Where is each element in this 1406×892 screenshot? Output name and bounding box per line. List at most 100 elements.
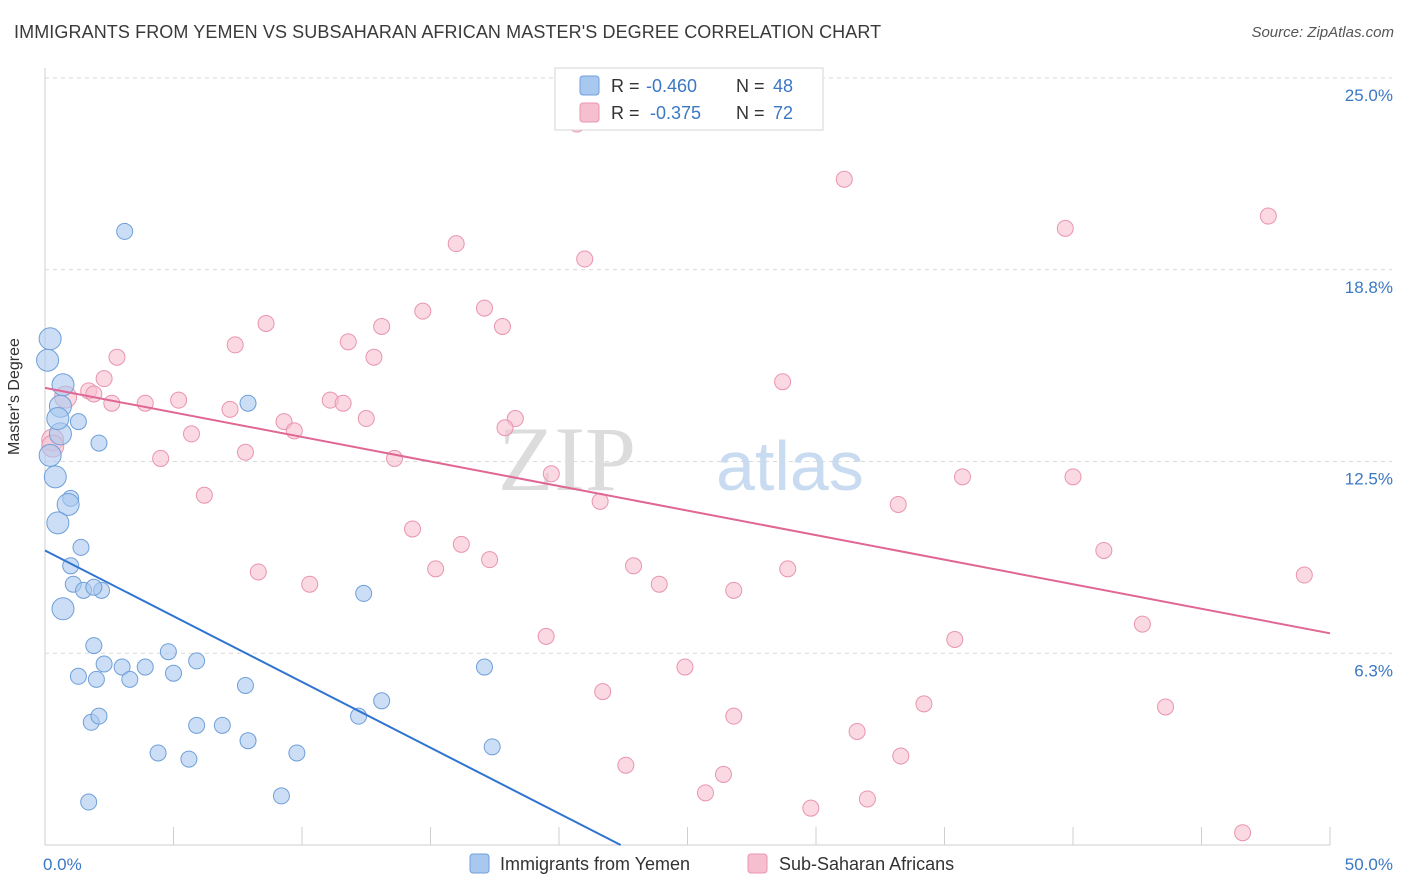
sub-saharan-point: [1064, 468, 1082, 486]
sub-saharan-point: [650, 575, 668, 593]
sub-saharan-point: [357, 410, 375, 428]
series-sub-saharan-africans: [41, 109, 1313, 842]
yemen-point: [46, 407, 70, 431]
sub-saharan-point: [236, 443, 254, 461]
sub-saharan-point: [301, 575, 319, 593]
sub-saharan-point: [696, 784, 714, 802]
sub-saharan-point: [152, 449, 170, 467]
legend-r-label: R =: [611, 76, 640, 96]
legend-swatch-pink: [579, 102, 600, 123]
legend-series2-label: Sub-Saharan Africans: [779, 854, 954, 874]
sub-saharan-point: [779, 560, 797, 578]
yemen-point: [43, 465, 67, 489]
yemen-point: [149, 744, 167, 762]
sub-saharan-point: [404, 520, 422, 538]
sub-saharan-point: [226, 336, 244, 354]
yemen-point: [239, 394, 257, 412]
watermark-atlas: atlas: [716, 427, 864, 505]
sub-saharan-point: [802, 799, 820, 817]
yemen-point: [180, 750, 198, 768]
legend-n-value: 72: [773, 103, 793, 123]
sub-saharan-point: [427, 560, 445, 578]
sub-saharan-point: [676, 658, 694, 676]
sub-saharan-point: [946, 630, 964, 648]
yemen-trend-line: [44, 549, 622, 846]
legend-r-label: R =: [611, 103, 640, 123]
sub-saharan-point: [1259, 207, 1277, 225]
sub-saharan-trend-line: [44, 386, 1331, 635]
yemen-point: [239, 732, 257, 750]
yemen-point: [72, 538, 90, 556]
yemen-point: [475, 658, 493, 676]
grid-lines: [45, 77, 1392, 654]
sub-saharan-point: [725, 581, 743, 599]
yemen-point: [113, 658, 131, 676]
yemen-point: [90, 434, 108, 452]
sub-saharan-point: [447, 235, 465, 253]
sub-saharan-point: [249, 563, 267, 581]
yemen-point: [136, 658, 154, 676]
sub-saharan-point: [1056, 219, 1074, 237]
yemen-point: [85, 578, 103, 596]
legend-series1-label: Immigrants from Yemen: [500, 854, 690, 874]
yemen-point: [483, 738, 501, 756]
yemen-point: [188, 652, 206, 670]
trend-lines: [44, 386, 1331, 846]
sub-saharan-point: [373, 318, 391, 336]
chart-title: IMMIGRANTS FROM YEMEN VS SUBSAHARAN AFRI…: [14, 22, 882, 42]
watermark: ZIP: [498, 408, 636, 510]
yemen-point: [355, 584, 373, 602]
sub-saharan-point: [892, 747, 910, 765]
y-tick-label: 25.0%: [1345, 86, 1393, 105]
yemen-point: [51, 597, 75, 621]
yemen-point: [159, 643, 177, 661]
yemen-point: [85, 637, 103, 655]
sub-saharan-point: [725, 707, 743, 725]
sub-saharan-point: [365, 348, 383, 366]
sub-saharan-point: [625, 557, 643, 575]
sub-saharan-point: [103, 394, 121, 412]
yemen-point: [236, 676, 254, 694]
sub-saharan-point: [1234, 824, 1252, 842]
sub-saharan-point: [493, 318, 511, 336]
y-tick-label: 6.3%: [1354, 661, 1393, 680]
series-legend: Immigrants from Yemen Sub-Saharan Africa…: [469, 853, 954, 874]
y-tick-labels: 6.3% 12.5% 18.8% 25.0%: [1345, 86, 1393, 680]
yemen-point: [188, 716, 206, 734]
sub-saharan-point: [594, 683, 612, 701]
y-tick-label: 12.5%: [1345, 470, 1393, 489]
series-immigrants-from-yemen: [36, 222, 501, 811]
axes: [44, 68, 1331, 846]
sub-saharan-point: [915, 695, 933, 713]
yemen-point: [121, 670, 139, 688]
yemen-point: [46, 511, 70, 535]
y-tick-label: 18.8%: [1345, 278, 1393, 297]
sub-saharan-point: [617, 756, 635, 774]
yemen-point: [69, 667, 87, 685]
yemen-point: [213, 716, 231, 734]
sub-saharan-point: [1095, 541, 1113, 559]
sub-saharan-point: [714, 765, 732, 783]
sub-saharan-point: [195, 486, 213, 504]
sub-saharan-point: [537, 627, 555, 645]
sub-saharan-point: [182, 425, 200, 443]
yemen-point: [38, 327, 62, 351]
source-label: Source: ZipAtlas.com: [1251, 24, 1394, 41]
sub-saharan-point: [257, 314, 275, 332]
sub-saharan-point: [576, 250, 594, 268]
correlation-legend: R = -0.460 N = 48 R = -0.375 N = 72: [554, 67, 824, 131]
sub-saharan-point: [481, 551, 499, 569]
legend-n-label: N =: [736, 103, 765, 123]
sub-saharan-point: [542, 465, 560, 483]
legend-swatch-blue: [469, 853, 490, 874]
sub-saharan-point: [889, 495, 907, 513]
yemen-point: [288, 744, 306, 762]
sub-saharan-point: [1295, 566, 1313, 584]
sub-saharan-point: [452, 535, 470, 553]
x-tick-label: 0.0%: [43, 855, 82, 874]
sub-saharan-point: [339, 333, 357, 351]
sub-saharan-point: [848, 722, 866, 740]
sub-saharan-point: [774, 373, 792, 391]
sub-saharan-point: [1133, 615, 1151, 633]
